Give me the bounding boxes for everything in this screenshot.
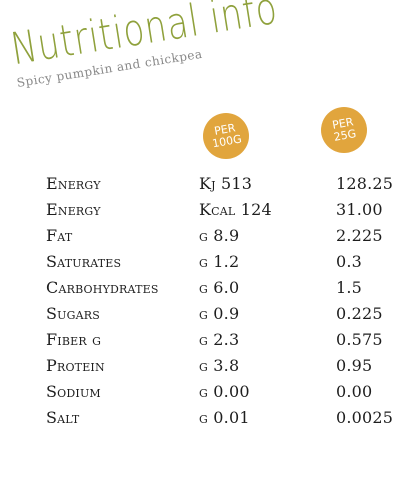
nutrient-label: Saturates (46, 252, 122, 271)
table-row: Sodium g 0.00 0.00 (0, 379, 405, 405)
table-row: Salt g 0.01 0.0025 (0, 405, 405, 431)
per-100g-value: Kcal 124 (199, 200, 272, 219)
nutrient-label: Sugars (46, 304, 100, 323)
per-100g-value: Kj 513 (199, 174, 253, 193)
nutrient-label: Fat (46, 226, 73, 245)
nutrient-label: Energy (46, 200, 101, 219)
table-row: Saturates g 1.2 0.3 (0, 249, 405, 275)
per-25g-value: 0.95 (336, 356, 373, 375)
per-25g-value: 2.225 (336, 226, 383, 245)
per-100g-value: g 0.9 (199, 304, 240, 323)
per-100g-value: g 6.0 (199, 278, 240, 297)
nutrient-label: Sodium (46, 382, 101, 401)
nutrient-label: Energy (46, 174, 101, 193)
per-100g-value: g 0.01 (199, 408, 250, 427)
table-row: Sugars g 0.9 0.225 (0, 301, 405, 327)
per-25g-value: 31.00 (336, 200, 383, 219)
per-25g-value: 0.0025 (336, 408, 394, 427)
table-row: Fiber g g 2.3 0.575 (0, 327, 405, 353)
per-100g-value: g 0.00 (199, 382, 250, 401)
nutrition-table: Energy Kj 513 128.25 Energy Kcal 124 31.… (0, 171, 405, 431)
per-100g-badge-label: PER 100G (211, 121, 243, 151)
per-100g-value: g 8.9 (199, 226, 240, 245)
per-25g-value: 128.25 (336, 174, 394, 193)
per-25g-badge: PER 25G (321, 107, 367, 153)
per-100g-value: g 2.3 (199, 330, 240, 349)
per-100g-value: g 3.8 (199, 356, 240, 375)
per-100g-badge: PER 100G (203, 113, 249, 159)
per-25g-value: 1.5 (336, 278, 363, 297)
per-25g-value: 0.3 (336, 252, 363, 271)
table-row: Carbohydrates g 6.0 1.5 (0, 275, 405, 301)
table-row: Fat g 8.9 2.225 (0, 223, 405, 249)
table-row: Energy Kcal 124 31.00 (0, 197, 405, 223)
table-row: Energy Kj 513 128.25 (0, 171, 405, 197)
per-25g-value: 0.00 (336, 382, 373, 401)
nutrient-label: Protein (46, 356, 105, 375)
nutrient-label: Carbohydrates (46, 278, 159, 297)
table-row: Protein g 3.8 0.95 (0, 353, 405, 379)
per-100g-value: g 1.2 (199, 252, 240, 271)
per-25g-value: 0.225 (336, 304, 383, 323)
nutrient-label: Fiber g (46, 330, 102, 349)
per-25g-badge-label: PER 25G (331, 115, 358, 144)
title-block: Nutritional info Spicy pumpkin and chick… (8, 0, 284, 90)
per-25g-value: 0.575 (336, 330, 383, 349)
nutrient-label: Salt (46, 408, 80, 427)
